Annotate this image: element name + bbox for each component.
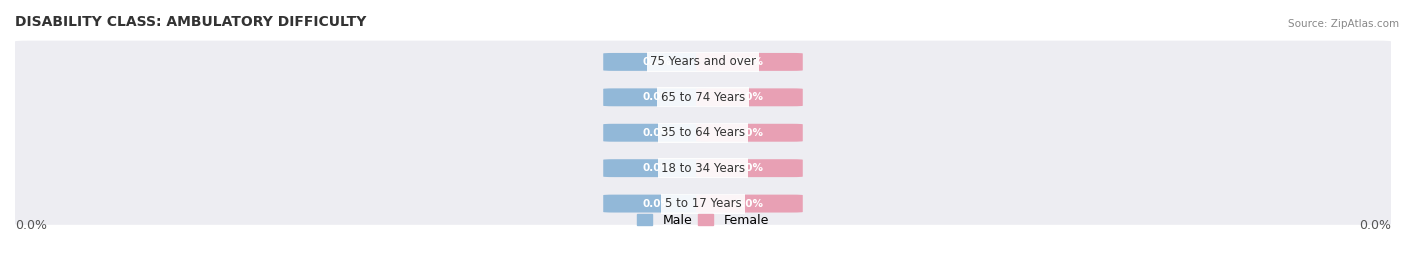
FancyBboxPatch shape: [696, 195, 803, 213]
Legend: Male, Female: Male, Female: [633, 209, 773, 232]
FancyBboxPatch shape: [696, 124, 803, 142]
Text: 0.0%: 0.0%: [643, 128, 671, 138]
FancyBboxPatch shape: [696, 53, 803, 71]
FancyBboxPatch shape: [603, 159, 710, 177]
Text: 0.0%: 0.0%: [643, 57, 671, 67]
FancyBboxPatch shape: [603, 124, 710, 142]
FancyBboxPatch shape: [696, 89, 803, 106]
Text: 5 to 17 Years: 5 to 17 Years: [665, 197, 741, 210]
Text: DISABILITY CLASS: AMBULATORY DIFFICULTY: DISABILITY CLASS: AMBULATORY DIFFICULTY: [15, 15, 367, 29]
Text: 0.0%: 0.0%: [735, 57, 763, 67]
FancyBboxPatch shape: [696, 159, 803, 177]
FancyBboxPatch shape: [15, 147, 1391, 189]
FancyBboxPatch shape: [603, 195, 710, 213]
FancyBboxPatch shape: [15, 76, 1391, 119]
Text: 0.0%: 0.0%: [1360, 219, 1391, 232]
Text: 0.0%: 0.0%: [643, 163, 671, 173]
Text: 75 Years and over: 75 Years and over: [650, 55, 756, 68]
Text: Source: ZipAtlas.com: Source: ZipAtlas.com: [1288, 19, 1399, 29]
FancyBboxPatch shape: [603, 53, 710, 71]
Text: 65 to 74 Years: 65 to 74 Years: [661, 91, 745, 104]
Text: 0.0%: 0.0%: [643, 92, 671, 102]
FancyBboxPatch shape: [603, 89, 710, 106]
Text: 0.0%: 0.0%: [15, 219, 46, 232]
Text: 0.0%: 0.0%: [643, 199, 671, 208]
FancyBboxPatch shape: [15, 111, 1391, 154]
Text: 35 to 64 Years: 35 to 64 Years: [661, 126, 745, 139]
Text: 0.0%: 0.0%: [735, 128, 763, 138]
FancyBboxPatch shape: [15, 182, 1391, 225]
FancyBboxPatch shape: [15, 41, 1391, 83]
Text: 18 to 34 Years: 18 to 34 Years: [661, 162, 745, 175]
Text: 0.0%: 0.0%: [735, 199, 763, 208]
Text: 0.0%: 0.0%: [735, 163, 763, 173]
Text: 0.0%: 0.0%: [735, 92, 763, 102]
